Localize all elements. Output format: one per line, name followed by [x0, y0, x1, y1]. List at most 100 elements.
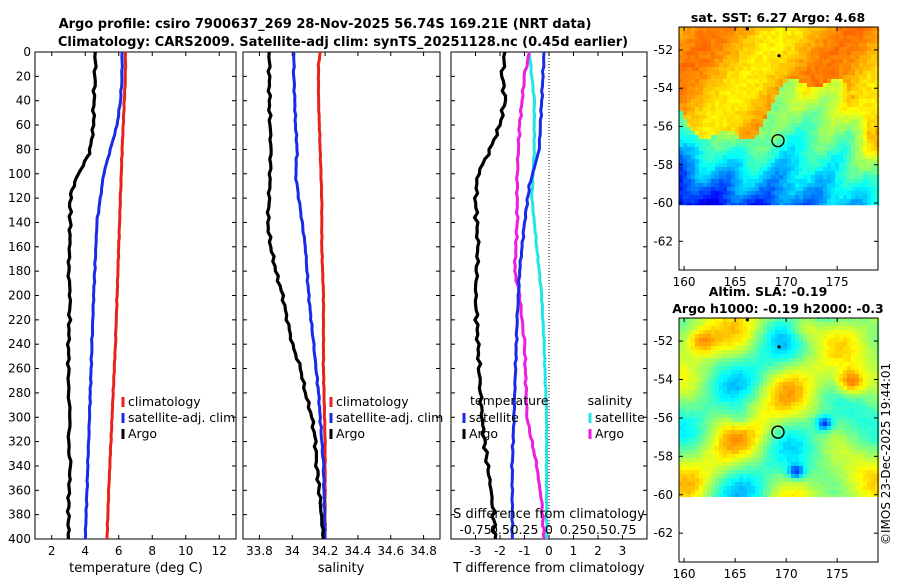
sla_map-cell: [691, 346, 696, 351]
sla_map-cell: [755, 414, 760, 419]
sla_map-cell: [791, 366, 796, 371]
sla_map-cell: [707, 414, 712, 419]
sal-legend-label: climatology: [336, 394, 409, 409]
sla_map-cell: [723, 370, 728, 375]
sst_map-cell: [867, 155, 872, 160]
sst_map-cell: [863, 199, 868, 204]
sst_map-cell: [731, 107, 736, 112]
sst_map-cell: [867, 27, 872, 32]
sst_map-cell: [871, 123, 876, 128]
sst_map-cell: [739, 47, 744, 52]
sst_map-cell: [807, 163, 812, 168]
sla_map-cell: [807, 422, 812, 427]
sst_map-cell: [803, 59, 808, 64]
sst_map-cell: [871, 83, 876, 88]
sla_map-cell: [815, 362, 820, 367]
sla_map-cell: [871, 442, 876, 447]
sla_map-cell: [727, 482, 732, 487]
sla_map-cell: [783, 390, 788, 395]
sla_map-cell: [823, 350, 828, 355]
sst_map-cell: [775, 91, 780, 96]
sla_map-cell: [871, 318, 876, 323]
sst_map-cell: [759, 143, 764, 148]
sla_map-cell: [723, 426, 728, 431]
sla_map-cell: [707, 318, 712, 323]
sst_map-cell: [711, 179, 716, 184]
sla_map-cell: [739, 474, 744, 479]
sla_map-cell: [835, 394, 840, 399]
sla_map-cell: [691, 374, 696, 379]
sla_map-cell: [875, 494, 880, 497]
sla_map-cell: [699, 374, 704, 379]
sst_map-cell: [719, 195, 724, 200]
sst_map-cell: [803, 191, 808, 196]
sst_map-cell: [863, 135, 868, 140]
sst_map-cell: [731, 43, 736, 48]
sst_map-cell: [763, 187, 768, 192]
sst_map-cell: [847, 167, 852, 172]
sla_map-cell: [843, 478, 848, 483]
sst_map-cell: [831, 27, 836, 32]
sst_map-cell: [859, 187, 864, 192]
sst_map-cell: [827, 175, 832, 180]
sla_map-cell: [767, 414, 772, 419]
sst_map-cell: [835, 163, 840, 168]
sst_map-cell: [727, 67, 732, 72]
sla_map-cell: [875, 390, 880, 395]
sla_map-cell: [847, 386, 852, 391]
sla_map-cell: [835, 470, 840, 475]
sst_map-cell: [703, 87, 708, 92]
sst_map-cell: [779, 35, 784, 40]
sst_map-cell: [827, 31, 832, 36]
sla_map-cell: [819, 446, 824, 451]
sst_map-cell: [739, 95, 744, 100]
sla_map-cell: [867, 362, 872, 367]
sst_map-cell: [799, 39, 804, 44]
sla_map-cell: [815, 414, 820, 419]
sla_map-cell: [851, 438, 856, 443]
sst_map-cell: [767, 59, 772, 64]
sla_map-cell: [787, 494, 792, 497]
sla_map-cell: [751, 370, 756, 375]
sst_map-cell: [703, 171, 708, 176]
sst_map-cell: [839, 135, 844, 140]
sla_map-cell: [743, 474, 748, 479]
sst_map-cell: [699, 75, 704, 80]
sla_map-cell: [783, 354, 788, 359]
sst_map-cell: [735, 75, 740, 80]
sla_map-cell: [771, 406, 776, 411]
sla_map-cell: [867, 366, 872, 371]
sla_map-cell: [731, 422, 736, 427]
sla_map-cell: [775, 386, 780, 391]
sla_map-cell: [727, 374, 732, 379]
sst_map-cell: [683, 119, 688, 124]
sla_map-cell: [751, 322, 756, 327]
sla_map-cell: [847, 478, 852, 483]
sst_map-cell: [703, 91, 708, 96]
sla_map-cell: [723, 442, 728, 447]
sst_map-cell: [699, 139, 704, 144]
sla_map-cell: [743, 414, 748, 419]
sla_map-cell: [819, 362, 824, 367]
sst_map-cell: [787, 175, 792, 180]
sla_map-cell: [831, 494, 836, 497]
sla_map-cell: [691, 422, 696, 427]
sla_map-cell: [771, 418, 776, 423]
sst_map-cell: [791, 167, 796, 172]
sla_map-cell: [815, 478, 820, 483]
sla_map-cell: [783, 398, 788, 403]
sla_map-cell: [815, 462, 820, 467]
sla_map-cell: [847, 334, 852, 339]
sst_map-cell: [779, 55, 784, 60]
sla_map-cell: [799, 394, 804, 399]
sst_map-cell: [831, 151, 836, 156]
sla_map-cell: [787, 402, 792, 407]
sst_map-cell: [707, 175, 712, 180]
sst_map-cell: [759, 87, 764, 92]
sla_map-cell: [683, 486, 688, 491]
sst_map-cell: [863, 155, 868, 160]
sla_map-cell: [715, 462, 720, 467]
sst_map-cell: [763, 139, 768, 144]
sst_map-cell: [723, 127, 728, 132]
sla_map-cell: [727, 458, 732, 463]
